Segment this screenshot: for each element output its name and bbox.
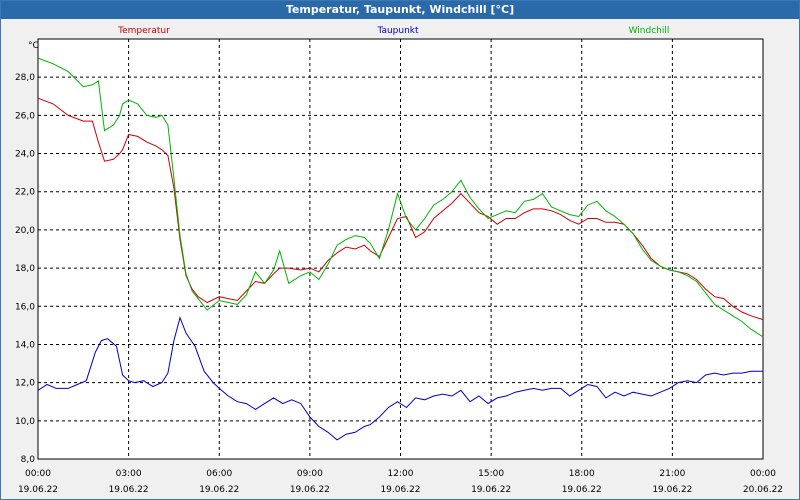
y-tick-label: 22,0 [15,188,35,198]
x-tick-label: 06:00 [206,469,232,479]
x-tick-label: 12:00 [388,469,414,479]
series-layer [37,57,764,441]
y-tick-label: 26,0 [15,111,35,121]
y-tick-label: 20,0 [15,226,35,236]
y-axis-unit: °C [28,41,39,51]
y-tick-label: 16,0 [15,302,35,312]
x-tick-date-label: 19.06.22 [199,485,239,495]
x-tick-label: 21:00 [659,469,685,479]
x-tick-label: 00:00 [25,469,51,479]
y-tick-label: 14,0 [15,340,35,350]
y-tick-label: 24,0 [15,150,35,160]
y-tick-label: 10,0 [15,417,35,427]
x-tick-label: 18:00 [569,469,595,479]
x-tick-label: 15:00 [478,469,504,479]
series-line-temperatur [37,97,764,321]
x-tick-date-label: 19.06.22 [652,485,692,495]
x-tick-date-label: 19.06.22 [109,485,149,495]
axes: 8,0 10,0 12,0 14,0 16,0 18,0 20,0 22,0 24,0 26,0 2… [15,73,783,495]
legend-item-windchill: Windchill [629,26,670,36]
y-tick-label: 18,0 [15,264,35,274]
legend-item-temperatur: Temperatur [117,26,170,36]
x-tick-date-label: 20.06.22 [743,485,783,495]
x-tick-date-label: 19.06.22 [562,485,602,495]
x-tick-label: 03:00 [116,469,142,479]
y-tick-label: 28,0 [15,73,35,83]
window-title: Temperatur, Taupunkt, Windchill [°C] [1,1,799,19]
legend: Temperatur Taupunkt Windchill [117,26,669,36]
y-tick-label: 12,0 [15,379,35,389]
series-line-taupunkt [37,316,763,441]
x-tick-date-label: 19.06.22 [18,485,58,495]
legend-item-taupunkt: Taupunkt [376,26,419,36]
x-tick-label: 00:00 [750,469,776,479]
x-tick-date-label: 19.06.22 [380,485,420,495]
x-tick-date-label: 19.06.22 [471,485,511,495]
y-tick-label: 8,0 [21,455,36,465]
x-tick-date-label: 19.06.22 [290,485,330,495]
x-tick-label: 09:00 [297,469,323,479]
grid [38,39,763,459]
series-line-windchill [37,57,764,338]
